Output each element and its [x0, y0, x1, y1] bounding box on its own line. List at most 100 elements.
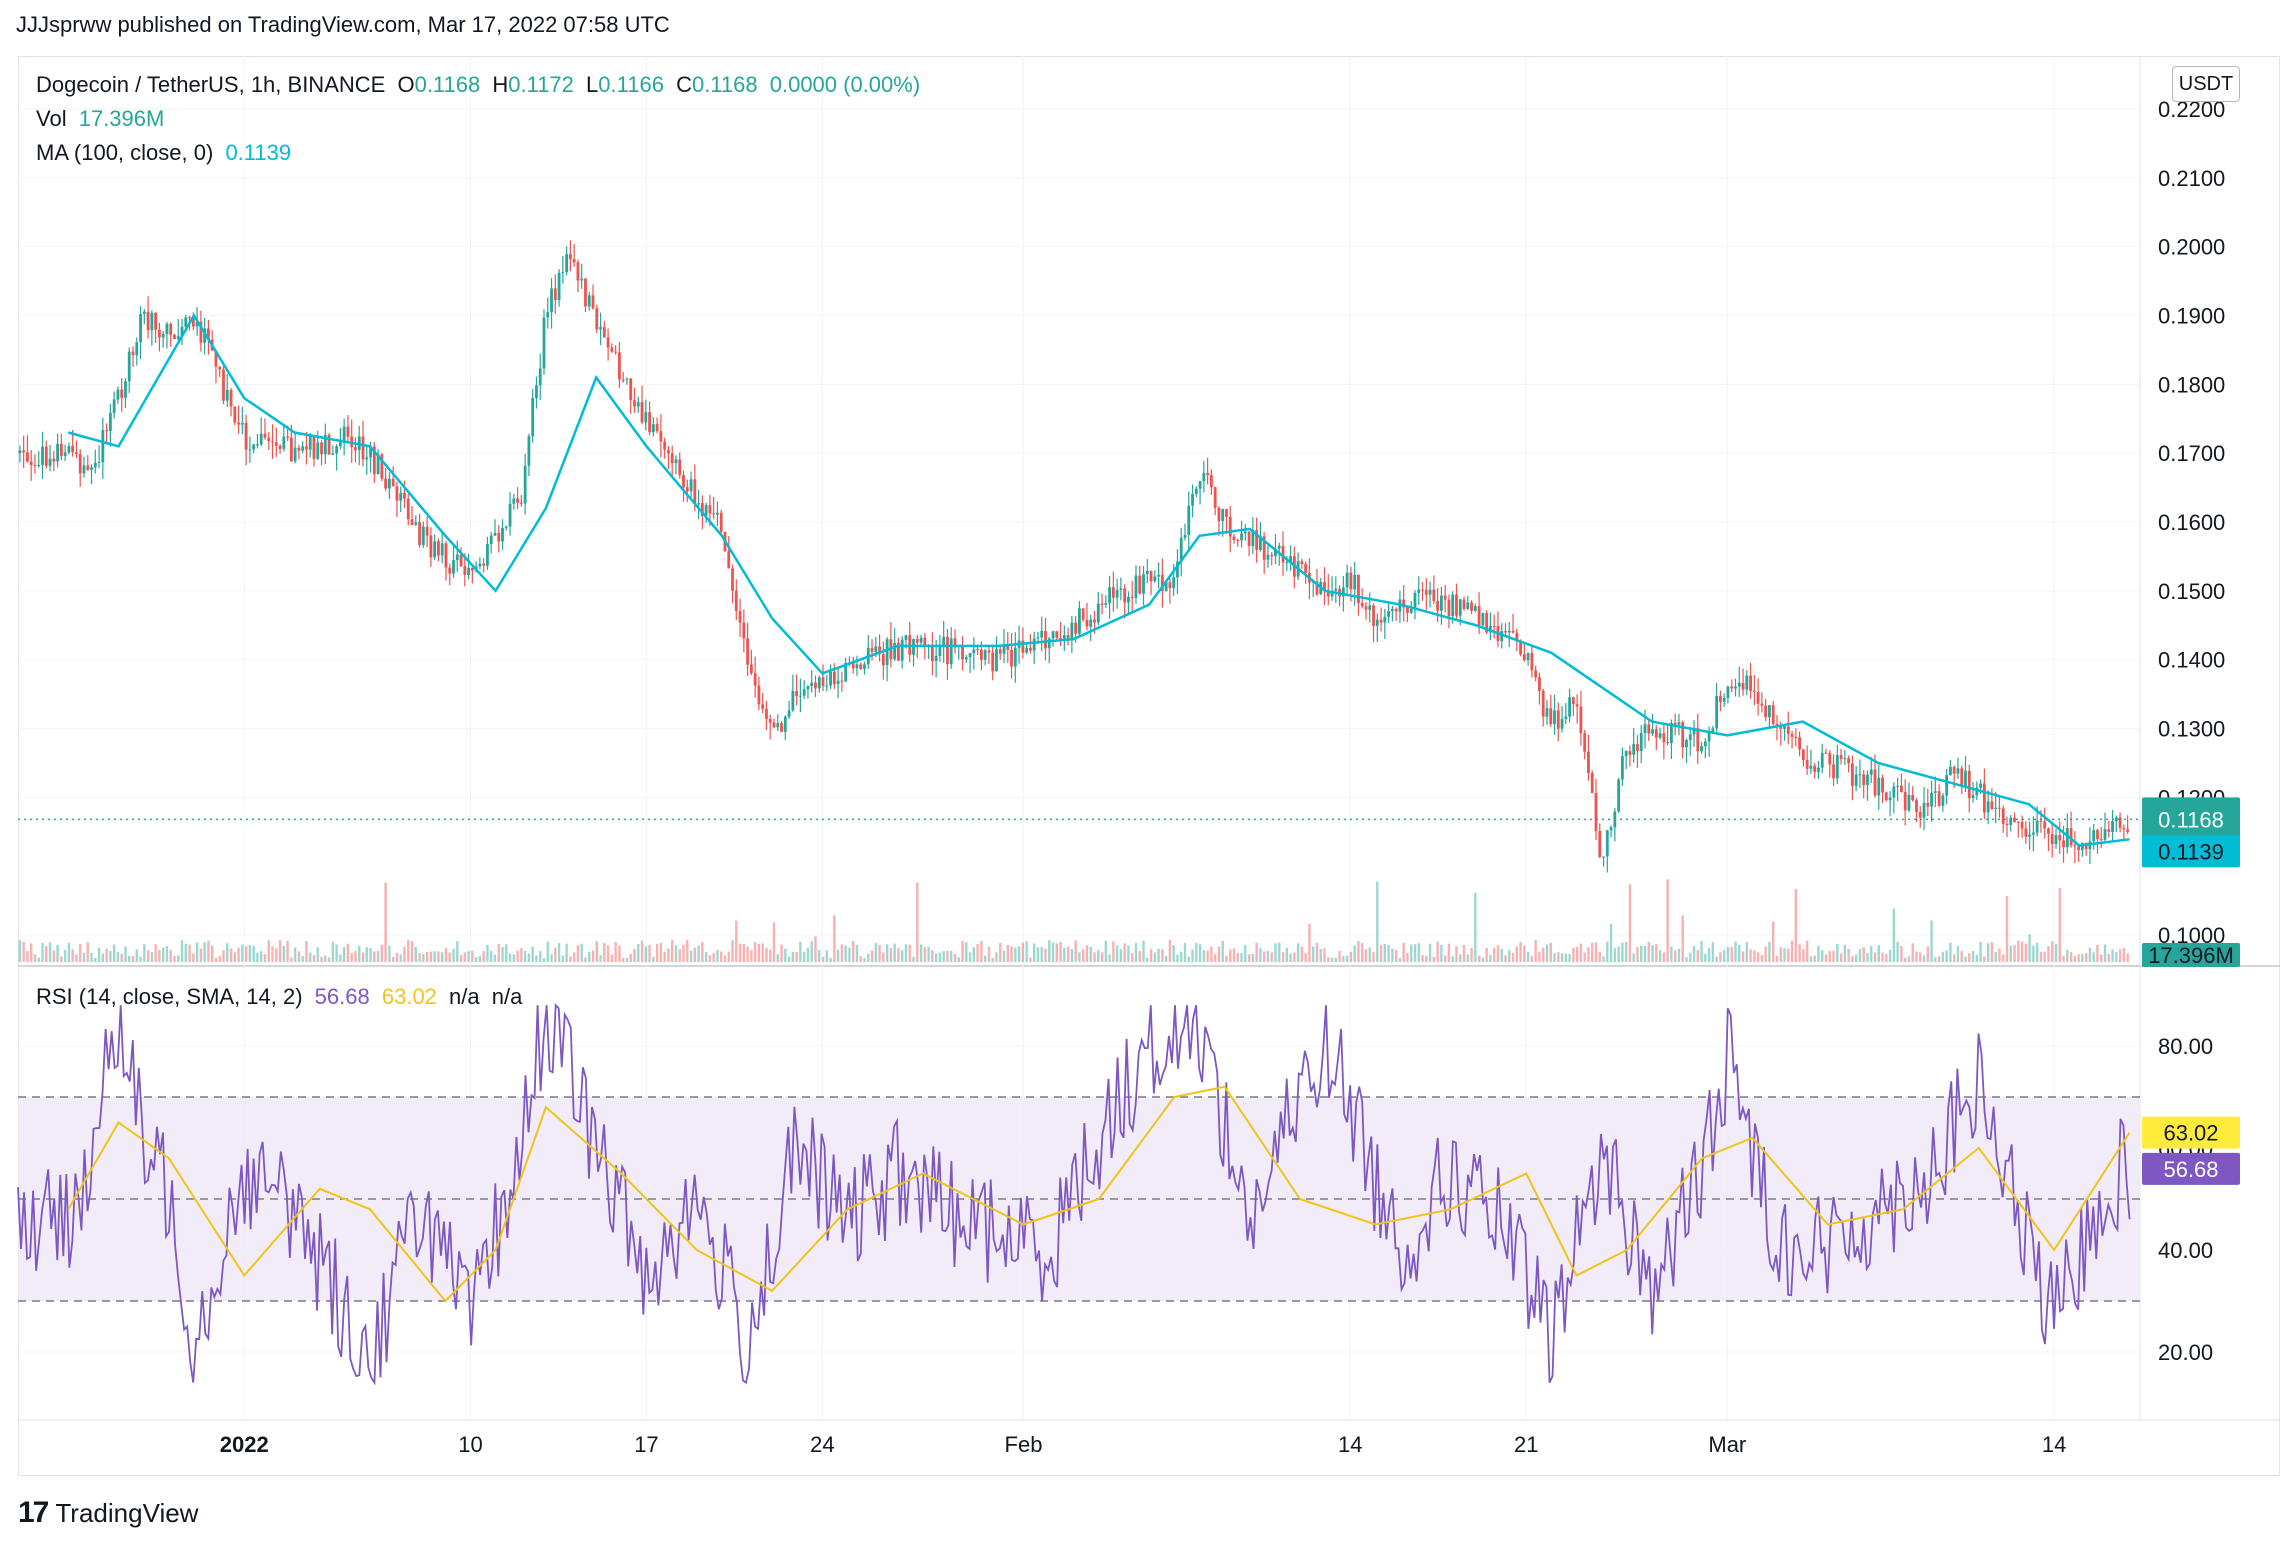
- candle-body: [976, 649, 980, 651]
- volume-bar: [633, 949, 636, 962]
- volume-bar: [1707, 948, 1711, 962]
- candle-body: [991, 652, 995, 672]
- candle-body: [161, 333, 165, 338]
- candle-body: [667, 449, 670, 454]
- volume-bar: [625, 957, 629, 962]
- candle-body: [391, 478, 395, 487]
- candle-body: [1417, 589, 1421, 593]
- volume-bar: [1368, 947, 1371, 962]
- volume-bar: [1492, 947, 1496, 962]
- ma-label[interactable]: MA (100, close, 0): [36, 140, 214, 165]
- volume-bar: [1677, 948, 1681, 962]
- candle-body: [1794, 736, 1798, 738]
- candle-body: [1986, 801, 1990, 813]
- volume-bar: [1232, 948, 1236, 962]
- rsi-label[interactable]: RSI (14, close, SMA, 14, 2): [36, 984, 303, 1009]
- candle-body: [1903, 791, 1907, 811]
- volume-bar: [1572, 947, 1575, 962]
- volume-bar: [1394, 949, 1398, 962]
- volume-bar: [1059, 942, 1062, 962]
- volume-label[interactable]: Vol: [36, 106, 67, 131]
- volume-bar: [1900, 945, 1903, 962]
- volume-bar: [1722, 949, 1726, 962]
- candle-body: [1270, 554, 1274, 557]
- volume-bar: [109, 950, 112, 962]
- candle-body: [71, 446, 75, 453]
- candle-body: [651, 424, 655, 433]
- volume-bar: [501, 946, 504, 962]
- volume-bar: [1447, 943, 1451, 962]
- candle-body: [881, 654, 885, 666]
- volume-bar: [802, 951, 806, 962]
- rsi-line: [17, 1003, 2131, 1386]
- candle-body: [1696, 727, 1700, 752]
- volume-bar: [1937, 956, 1941, 962]
- currency-button[interactable]: USDT: [2172, 66, 2240, 102]
- volume-bar: [968, 952, 972, 962]
- candle-body: [716, 512, 719, 515]
- volume-bar: [1568, 954, 1571, 962]
- time-tick-label: 24: [810, 1432, 834, 1457]
- candle-body: [252, 444, 256, 450]
- candle-body: [670, 453, 674, 464]
- candle-body: [1967, 770, 1971, 799]
- candle-body: [610, 347, 614, 352]
- volume-bar: [1692, 946, 1696, 962]
- candle-body: [2009, 817, 2013, 825]
- candle-body: [840, 680, 844, 682]
- candle-body: [648, 412, 651, 433]
- candle-body: [738, 610, 742, 623]
- candle-body: [1862, 774, 1866, 786]
- candle-body: [429, 535, 433, 558]
- volume-bar: [67, 942, 71, 962]
- volume-bar: [1587, 947, 1590, 962]
- candle-body: [399, 492, 403, 501]
- volume-bar: [1300, 946, 1304, 962]
- candle-body: [1994, 807, 1998, 809]
- candle-body: [233, 406, 237, 423]
- volume-bar: [716, 950, 719, 962]
- price-tick-label: 0.1900: [2158, 304, 2225, 329]
- candle-body: [1070, 622, 1074, 641]
- volume-bar: [697, 945, 700, 962]
- volume-bar: [942, 951, 945, 962]
- volume-bar: [2039, 951, 2043, 962]
- volume-bar: [2009, 945, 2012, 962]
- candle-body: [731, 568, 734, 591]
- volume-bar: [1564, 953, 1568, 962]
- volume-bar: [128, 955, 131, 962]
- candle-body: [1424, 590, 1428, 595]
- symbol-label[interactable]: Dogecoin / TetherUS, 1h, BINANCE: [36, 72, 386, 97]
- volume-bar: [2073, 956, 2077, 962]
- candle-body: [1021, 640, 1025, 653]
- candle-body: [33, 464, 37, 466]
- volume-bar: [2051, 941, 2054, 962]
- candle-body: [497, 533, 501, 542]
- volume-bar: [282, 946, 286, 962]
- volume-bar: [791, 951, 795, 962]
- volume-bar: [161, 947, 165, 962]
- volume-bar: [1598, 951, 1601, 962]
- candle-body: [904, 635, 908, 640]
- candle-body: [1737, 682, 1741, 687]
- volume-bar: [1070, 948, 1074, 962]
- candle-body: [180, 326, 184, 337]
- volume-bar: [418, 953, 421, 962]
- volume-bar: [957, 957, 960, 962]
- volume-bar: [1281, 952, 1285, 962]
- volume-bar: [652, 957, 655, 962]
- volume-bar: [1417, 943, 1420, 962]
- volume-bar: [1195, 942, 1198, 962]
- time-tick-label: 2022: [220, 1432, 269, 1457]
- volume-bar: [1975, 954, 1979, 962]
- candle-body: [2054, 835, 2058, 844]
- candle-body: [1998, 807, 2001, 809]
- volume-bar: [2035, 942, 2039, 962]
- tradingview-logo[interactable]: 17 TradingView: [18, 1496, 198, 1530]
- volume-bar: [863, 957, 866, 962]
- candle-body: [1515, 632, 1519, 641]
- volume-bar: [1704, 953, 1707, 962]
- tradingview-logo-text: TradingView: [55, 1497, 199, 1528]
- volume-bar: [2126, 953, 2129, 962]
